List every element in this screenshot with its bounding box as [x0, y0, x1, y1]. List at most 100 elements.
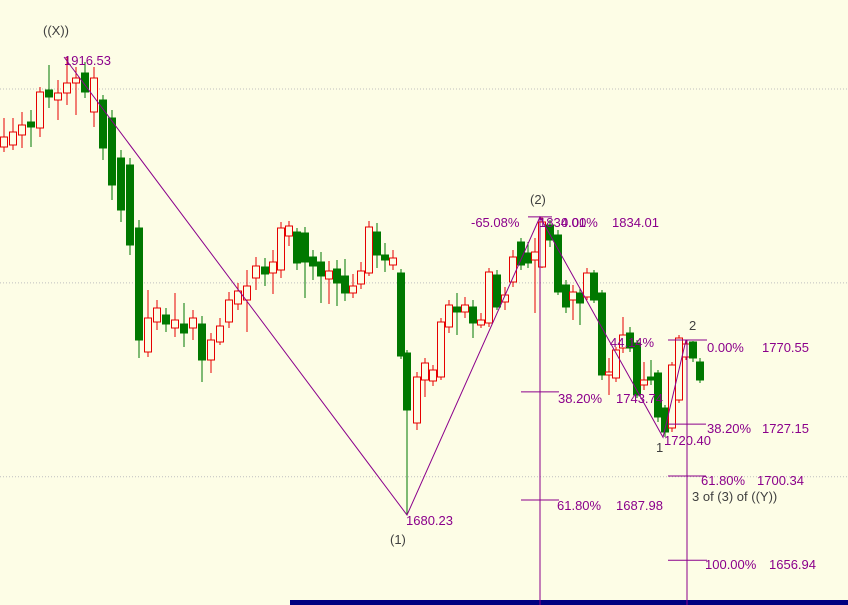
up-candle-body	[485, 271, 493, 324]
down-candle-body	[590, 272, 598, 301]
up-candle-body	[640, 379, 648, 386]
fib-level-label: 61.80%	[701, 473, 746, 488]
down-candle-body	[647, 376, 655, 381]
down-candle-body	[81, 72, 89, 93]
up-candle-body	[477, 319, 485, 326]
up-candle-body	[605, 371, 613, 376]
wave-label: 3 of (3) of ((Y))	[692, 489, 778, 504]
zigzag-price-label: 1916.53	[64, 53, 111, 68]
fib-level-label: 38.20%	[558, 391, 603, 406]
fib-level-label: 61.80%	[557, 498, 602, 513]
fib-level-label: 1656.94	[769, 557, 816, 572]
down-candle-body	[180, 323, 188, 334]
wave-label: ((X))	[43, 23, 69, 38]
up-candle-body	[612, 349, 620, 379]
up-candle-body	[54, 92, 62, 101]
down-candle-body	[317, 261, 325, 277]
up-candle-body	[277, 227, 285, 271]
down-candle-body	[341, 275, 349, 294]
zigzag-price-label: 1680.23	[406, 513, 453, 528]
up-candle-body	[144, 317, 152, 353]
down-candle-body	[309, 256, 317, 267]
up-candle-body	[349, 285, 357, 294]
up-candle-body	[0, 136, 8, 148]
down-candle-body	[293, 231, 301, 264]
down-candle-body	[689, 341, 697, 359]
up-candle-body	[531, 251, 539, 261]
up-candle-body	[389, 257, 397, 266]
fib-level-label: -65.08%	[471, 215, 520, 230]
up-candle-body	[445, 304, 453, 328]
down-candle-body	[397, 272, 405, 357]
up-candle-body	[569, 291, 577, 301]
down-candle-body	[633, 342, 641, 396]
down-candle-body	[198, 323, 206, 361]
up-candle-body	[461, 304, 469, 313]
candles-group	[0, 57, 704, 516]
up-candle-body	[18, 124, 26, 136]
wave-label: 2	[689, 318, 697, 333]
fib-level-label: 0.00%	[707, 340, 744, 355]
down-candle-body	[126, 164, 134, 246]
up-candle-body	[668, 364, 676, 429]
down-candle-body	[162, 314, 170, 325]
up-candle-body	[325, 270, 333, 280]
up-candle-body	[225, 299, 233, 323]
fib-level-label: 1770.55	[762, 340, 809, 355]
down-candle-body	[373, 231, 381, 256]
fib-line-from-wave-2[interactable]	[668, 339, 707, 605]
down-candle-body	[524, 252, 532, 264]
down-candle-body	[381, 254, 389, 261]
up-candle-body	[36, 91, 44, 129]
down-candle-body	[403, 352, 411, 411]
wave-label: 1	[656, 440, 664, 455]
up-candle-body	[72, 77, 80, 84]
down-candle-body	[453, 306, 461, 313]
up-candle-body	[437, 321, 445, 378]
down-candle-body	[45, 89, 53, 98]
up-candle-body	[207, 339, 215, 361]
fib-level-label: 1834.01	[612, 215, 659, 230]
down-candle-body	[27, 121, 35, 128]
down-candle-body	[562, 284, 570, 308]
fib-level-label: 44.14%	[610, 335, 655, 350]
down-candle-body	[546, 224, 554, 241]
gridlines	[0, 88, 848, 478]
down-candle-body	[135, 227, 143, 341]
up-candle-body	[234, 290, 242, 305]
down-candle-body	[696, 361, 704, 381]
up-candle-body	[538, 221, 546, 268]
up-candle-body	[243, 285, 251, 301]
up-candle-body	[90, 77, 98, 113]
fib-level-label: 100.00%	[705, 557, 757, 572]
up-candle-body	[357, 270, 365, 285]
wave-label: (2)	[530, 192, 546, 207]
fib-level-label: 38.20%	[707, 421, 752, 436]
fib-line-from-wave-2-circle[interactable]	[521, 216, 559, 605]
up-candle-body	[153, 307, 161, 323]
up-candle-body	[285, 225, 293, 237]
up-candle-body	[421, 362, 429, 381]
fib-level-label: 1727.15	[762, 421, 809, 436]
down-candle-body	[108, 117, 116, 186]
down-candle-body	[99, 99, 107, 149]
down-candle-body	[301, 232, 309, 263]
up-candle-body	[252, 265, 260, 279]
fib-level-label: 1687.98	[616, 498, 663, 513]
down-candle-body	[576, 292, 584, 304]
zigzag-price-label: 1834.01	[539, 215, 586, 230]
down-candle-body	[469, 306, 477, 324]
wave-label: (1)	[390, 532, 406, 547]
up-candle-body	[429, 369, 437, 382]
down-candle-body	[554, 234, 562, 293]
down-candle-body	[654, 372, 662, 418]
down-candle-body	[598, 292, 606, 376]
fib-level-label: 1700.34	[757, 473, 804, 488]
up-candle-body	[365, 226, 373, 274]
down-candle-body	[333, 268, 341, 284]
up-candle-body	[269, 261, 277, 274]
up-candle-body	[171, 319, 179, 329]
up-candle-body	[63, 82, 71, 94]
zigzag-price-label: 1720.40	[664, 433, 711, 448]
